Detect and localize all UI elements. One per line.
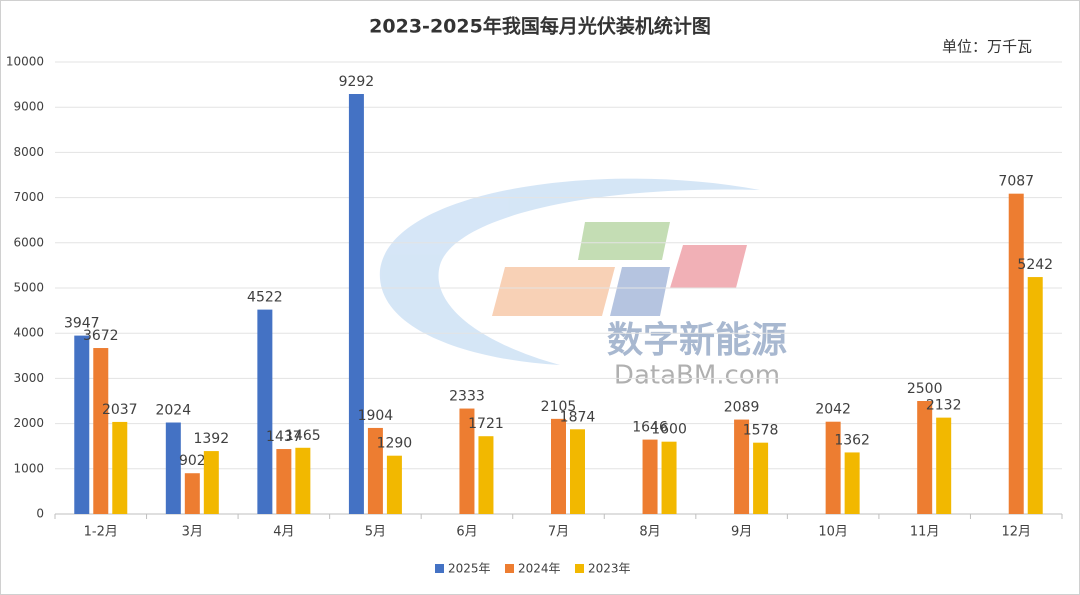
x-tick-label: 9月 [731,525,752,540]
data-label: 3947 [64,316,100,332]
bar [295,447,311,514]
data-label: 1721 [468,416,504,432]
bar [386,455,402,514]
bar [661,441,677,514]
bar [257,309,273,514]
watermark-logo [379,178,760,365]
x-tick-label: 12月 [1001,525,1031,540]
bar [1027,277,1043,514]
bar [936,417,952,514]
data-label: 1437 [266,429,302,445]
legend-swatch [505,564,514,573]
bar [570,429,585,514]
y-tick-label: 4000 [13,326,44,340]
data-label: 2024 [155,403,191,419]
chart-title: 2023-2025年我国每月光伏装机统计图 [369,15,711,38]
x-tick-label: 4月 [273,525,294,540]
x-tick-label: 10月 [818,525,848,540]
bar [753,442,769,514]
data-label: 2037 [102,402,138,418]
x-tick-label: 11月 [910,525,940,540]
data-label: 5242 [1017,257,1053,273]
legend-label: 2025年 [448,562,491,576]
bar [459,408,475,514]
bar [734,419,750,514]
legend-label: 2023年 [588,562,631,576]
y-tick-label: 0 [36,507,44,521]
bar [93,348,109,514]
x-tick-label: 3月 [182,525,203,540]
bar [917,401,933,514]
x-tick-label: 6月 [456,525,477,540]
data-label: 2132 [926,398,962,414]
data-label: 2333 [449,389,485,405]
bar [825,421,841,514]
bar [844,452,860,514]
y-tick-label: 5000 [13,281,44,295]
y-tick-label: 6000 [13,235,44,249]
bar [642,439,658,514]
data-label: 4522 [247,290,283,306]
bar [348,94,364,515]
bar [165,422,181,514]
y-tick-label: 9000 [13,100,44,114]
watermark-url: DataBM.com [614,361,780,391]
data-label: 1290 [377,436,413,452]
y-tick-label: 3000 [13,371,44,385]
bar [184,473,200,514]
x-tick-label: 7月 [548,525,569,540]
y-tick-label: 8000 [13,145,44,159]
bar [74,335,90,514]
x-tick-label: 5月 [365,525,386,540]
data-label: 1646 [632,420,668,436]
data-label: 7087 [998,174,1034,190]
x-tick-label: 8月 [639,525,660,540]
bar [276,449,292,514]
data-label: 2042 [815,402,851,418]
bar [551,418,566,514]
bar [1008,193,1024,514]
y-tick-label: 2000 [13,416,44,430]
data-label: 9292 [339,74,375,90]
bar [367,427,383,514]
data-label: 2105 [541,399,577,415]
data-label: 1465 [285,428,321,444]
data-label: 3672 [83,328,119,344]
data-label: 1874 [560,409,596,425]
legend-swatch [435,564,444,573]
bar [478,436,494,514]
legend-label: 2024年 [518,562,561,576]
legend-swatch [575,564,584,573]
data-label: 902 [179,453,206,469]
data-label: 1600 [651,422,687,438]
data-label: 1578 [743,423,779,439]
x-tick-label: 1-2月 [84,525,118,540]
y-tick-label: 7000 [13,190,44,204]
y-tick-label: 1000 [13,461,44,475]
watermark-text: 数字新能源 [607,320,787,361]
data-label: 1904 [358,408,394,424]
data-label: 2500 [907,381,943,397]
unit-label: 单位：万千瓦 [942,38,1032,56]
data-label: 1392 [193,431,229,447]
data-label: 2089 [724,400,760,416]
bar [112,421,128,514]
data-label: 1362 [834,432,870,448]
bar [203,451,219,514]
y-tick-label: 10000 [6,55,44,69]
